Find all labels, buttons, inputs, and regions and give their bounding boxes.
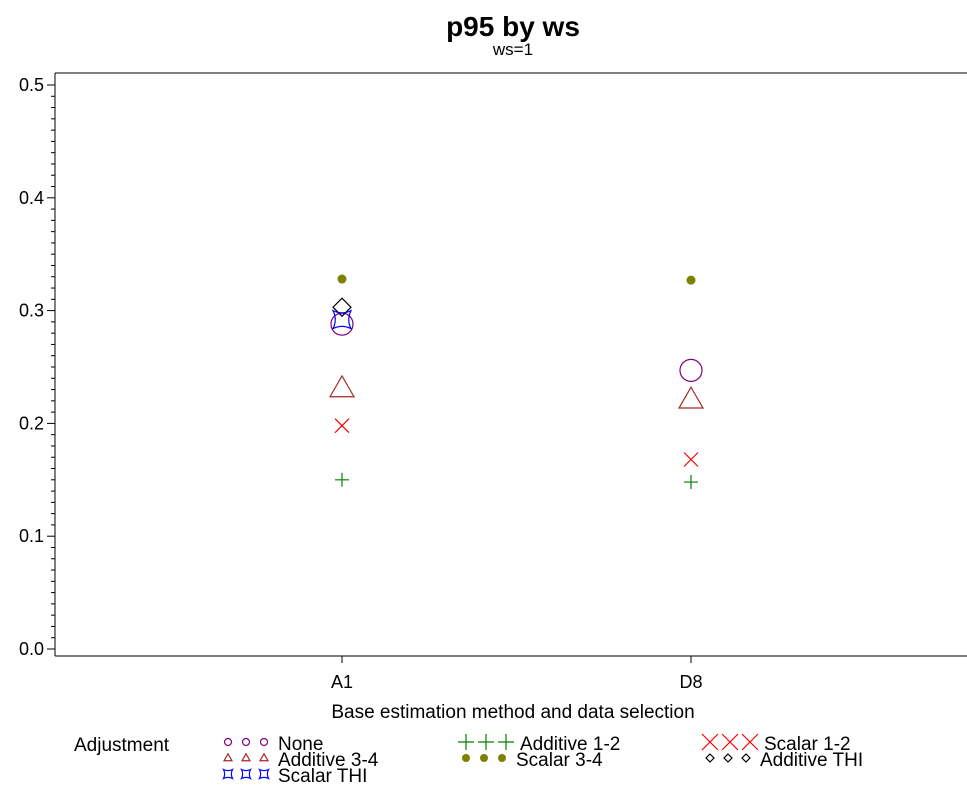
- legend-marker-x: [701, 733, 719, 751]
- legend-label: Scalar 1-2: [764, 734, 851, 755]
- plot-frame: [54, 72, 967, 657]
- legend-item: Additive THI: [705, 750, 863, 771]
- legend-marker-plus: [478, 734, 494, 750]
- legend-item: Additive 1-2: [458, 734, 620, 755]
- legend-marker-dot: [462, 754, 470, 762]
- y-tick-label: 0.4: [19, 188, 44, 208]
- legend-item: Scalar 3-4: [462, 750, 603, 771]
- data-point-plus: [684, 475, 698, 490]
- legend-marker-diamond: [723, 753, 733, 763]
- data-points: [328, 274, 705, 490]
- x-axis-ticks: A1 D8: [331, 656, 703, 692]
- legend-item: None: [223, 734, 323, 755]
- legend-item: Scalar 1-2: [701, 733, 851, 755]
- data-point-dot: [686, 275, 696, 285]
- legend-marker-circle: [259, 737, 269, 747]
- legend-item: Additive 3-4: [222, 750, 379, 771]
- legend-label: Additive THI: [760, 750, 863, 771]
- legend-label: Additive 3-4: [278, 750, 379, 771]
- x-tick-label: D8: [679, 672, 702, 692]
- y-tick-label: 0.1: [19, 526, 44, 546]
- data-point-dot: [337, 274, 347, 284]
- legend-marker-dot: [498, 754, 506, 762]
- legend-title: Adjustment: [74, 735, 170, 756]
- legend-marker-plus: [458, 734, 474, 750]
- legend-marker-circle: [223, 737, 233, 747]
- legend-label: Additive 1-2: [520, 734, 620, 755]
- legend-marker-plus: [498, 734, 514, 750]
- legend-item: Scalar THI: [222, 766, 367, 786]
- legend-marker-x: [721, 733, 739, 751]
- legend-label: None: [278, 734, 323, 755]
- legend-label: Scalar 3-4: [516, 750, 603, 771]
- chart-subtitle: ws=1: [492, 40, 533, 59]
- y-axis-ticks: 0.0 0.1 0.2 0.3 0.4 0.5: [19, 75, 55, 659]
- legend-marker-hourglass: [222, 768, 234, 780]
- data-point-triangle: [677, 386, 705, 409]
- data-point-diamond: [332, 297, 352, 318]
- legend-marker-x: [741, 733, 759, 751]
- y-tick-label: 0.3: [19, 301, 44, 321]
- x-axis-label: Base estimation method and data selectio…: [331, 702, 694, 723]
- data-point-plus: [335, 472, 349, 487]
- x-tick-label: A1: [331, 672, 353, 692]
- legend-marker-triangle: [258, 752, 270, 762]
- data-point-triangle: [328, 374, 356, 398]
- legend-marker-hourglass: [240, 768, 252, 780]
- y-tick-label: 0.2: [19, 413, 44, 433]
- legend-marker-diamond: [705, 753, 715, 763]
- data-point-hourglass: [331, 309, 353, 330]
- y-tick-label: 0.0: [19, 639, 44, 659]
- data-point-x: [334, 418, 350, 434]
- legend-marker-hourglass: [258, 768, 270, 780]
- legend-marker-diamond: [741, 753, 751, 763]
- y-tick-label: 0.5: [19, 75, 44, 95]
- legend-label: Scalar THI: [278, 766, 367, 786]
- legend-marker-triangle: [222, 752, 234, 762]
- data-point-x: [683, 452, 699, 467]
- chart-title: p95 by ws: [446, 11, 580, 42]
- legend-marker-triangle: [240, 752, 252, 762]
- legend-marker-circle: [241, 737, 251, 747]
- data-point-circle: [679, 358, 703, 382]
- legend-marker-dot: [480, 754, 488, 762]
